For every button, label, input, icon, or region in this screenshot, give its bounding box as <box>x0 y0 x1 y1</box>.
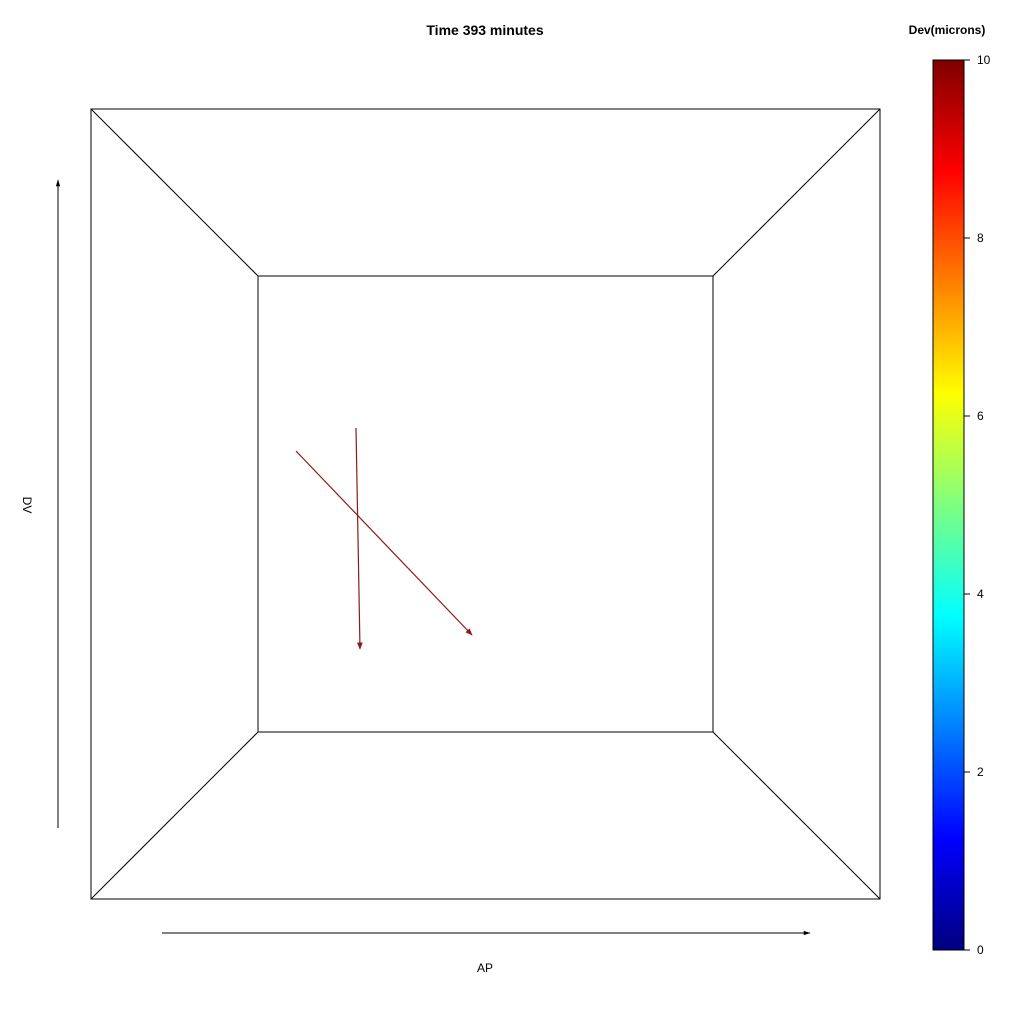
colorbar-gradient <box>932 59 965 951</box>
corner-edge-top-right <box>712 108 881 277</box>
colorbar-tick-label: 0 <box>977 943 984 957</box>
corner-edge-bottom-left <box>90 731 259 900</box>
colorbar-ticks: 0 2 4 6 8 10 <box>964 53 991 957</box>
outer-frame <box>90 108 881 900</box>
colorbar-tick-label: 8 <box>977 231 984 245</box>
corner-edge-top-left <box>90 108 259 277</box>
colorbar-tick-label: 6 <box>977 409 984 423</box>
trajectory-vector <box>295 450 473 636</box>
trajectory-vector <box>355 427 363 650</box>
corner-edge-bottom-right <box>712 731 881 900</box>
colorbar-tick-label: 4 <box>977 587 984 601</box>
colorbar-title: Dev(microns) <box>909 23 986 37</box>
perspective-box <box>90 108 881 900</box>
colorbar-tick-label: 10 <box>977 53 991 67</box>
chart-title: Time 393 minutes <box>426 22 543 38</box>
dv-axis-label: DV <box>20 497 34 514</box>
trajectory-vectors <box>295 427 473 650</box>
inner-frame <box>257 275 714 733</box>
colorbar-tick-label: 2 <box>977 765 984 779</box>
ap-axis-label: AP <box>477 961 493 975</box>
colorbar: Dev(microns) 0 2 4 6 8 10 <box>909 23 991 957</box>
